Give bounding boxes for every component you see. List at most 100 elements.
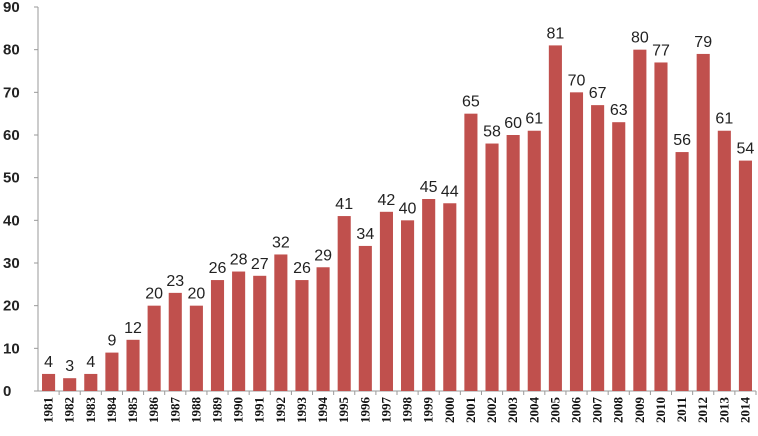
bar — [358, 245, 372, 391]
y-axis: 0 10 20 30 40 50 60 70 80 90 — [3, 0, 39, 400]
data-label: 4 — [44, 354, 53, 371]
data-label: 70 — [568, 72, 586, 89]
bar — [485, 143, 499, 391]
x-tick-label: 2006 — [569, 397, 584, 424]
bar — [379, 211, 393, 391]
x-tick-label: 1994 — [315, 397, 330, 424]
data-label: 80 — [631, 30, 649, 47]
y-tick-label: 90 — [3, 0, 20, 16]
x-tick-label: 2000 — [442, 397, 457, 423]
bar — [675, 152, 689, 391]
x-tick-label: 2007 — [590, 397, 605, 424]
data-label: 61 — [525, 111, 543, 128]
data-label: 42 — [378, 192, 396, 209]
data-label: 20 — [187, 286, 205, 303]
bar — [527, 130, 541, 391]
x-tick-label: 2003 — [505, 397, 520, 424]
bar — [210, 280, 225, 391]
data-label: 56 — [673, 132, 691, 149]
x-tick-label: 2014 — [737, 397, 752, 424]
x-tick-label: 1986 — [146, 397, 161, 424]
x-tick-label: 1985 — [125, 397, 140, 424]
data-label: 12 — [124, 320, 142, 337]
bar — [316, 267, 330, 391]
x-tick-label: 2001 — [463, 397, 478, 423]
x-tick-label: 1982 — [62, 397, 77, 423]
x-tick-label: 2013 — [716, 397, 731, 424]
y-tick-label: 80 — [3, 42, 20, 59]
data-label: 3 — [65, 358, 74, 375]
bar — [422, 199, 436, 391]
x-tick-label: 2009 — [632, 397, 647, 424]
data-label: 28 — [230, 252, 248, 269]
y-tick-label: 40 — [3, 212, 20, 229]
data-label: 26 — [293, 260, 311, 277]
bar — [569, 92, 584, 391]
x-tick-label: 1983 — [83, 397, 98, 424]
bar — [126, 339, 140, 391]
data-label: 29 — [314, 247, 332, 264]
y-tick-label: 60 — [3, 127, 20, 144]
bar — [42, 373, 56, 391]
x-tick-label: 1999 — [421, 397, 436, 424]
bar — [189, 305, 203, 391]
data-label: 20 — [145, 286, 163, 303]
bar — [548, 45, 562, 392]
x-axis: 1981 1982 1983 1984 1985 1986 1987 1988 1989 1990… — [38, 390, 757, 424]
y-tick-label: 30 — [3, 255, 20, 272]
bar — [274, 254, 288, 391]
x-tick-label: 2012 — [695, 397, 710, 423]
bar — [232, 271, 246, 391]
x-tick-label: 1988 — [188, 397, 203, 424]
bar — [63, 378, 77, 391]
bar — [295, 280, 309, 391]
y-tick-label: 10 — [3, 340, 20, 357]
bar — [337, 216, 351, 391]
x-tick-label: 1998 — [400, 397, 415, 424]
data-label: 41 — [335, 196, 353, 213]
bar — [612, 122, 626, 391]
x-tick-label: 1993 — [294, 397, 309, 424]
x-tick-label: 2004 — [526, 397, 541, 424]
bar — [696, 53, 710, 391]
y-tick-label: 70 — [3, 84, 20, 101]
data-label: 54 — [737, 141, 755, 158]
data-label: 45 — [420, 179, 438, 196]
data-label: 79 — [694, 34, 712, 51]
data-label: 4 — [86, 354, 95, 371]
x-tick-label: 1996 — [357, 397, 372, 424]
data-label: 9 — [107, 333, 116, 350]
bar — [84, 373, 98, 391]
bar — [738, 160, 752, 391]
y-tick-label: 0 — [3, 383, 11, 400]
x-tick-label: 1995 — [336, 397, 351, 424]
data-label: 32 — [272, 234, 290, 251]
data-label: 34 — [356, 226, 374, 243]
bar — [401, 220, 415, 391]
bar — [105, 352, 119, 391]
data-label: 58 — [483, 124, 501, 141]
data-label: 27 — [251, 256, 269, 273]
data-label: 23 — [166, 273, 184, 290]
bar — [464, 113, 478, 392]
x-tick-label: 1991 — [252, 397, 267, 423]
x-tick-label: 2011 — [674, 397, 689, 422]
bar — [443, 203, 457, 391]
x-tick-label: 1989 — [210, 397, 225, 424]
bar — [168, 292, 182, 391]
x-tick-label: 1984 — [104, 397, 119, 424]
bar — [633, 49, 647, 392]
data-label: 44 — [441, 183, 459, 200]
bar — [506, 135, 520, 391]
bar — [591, 105, 605, 391]
bar — [654, 62, 668, 391]
x-tick-label: 1987 — [167, 397, 182, 424]
x-tick-label: 2002 — [484, 397, 499, 423]
data-label: 61 — [715, 111, 733, 128]
x-tick-label: 1997 — [378, 397, 393, 424]
data-label: 63 — [610, 102, 628, 119]
data-label: 40 — [399, 200, 417, 217]
bar — [147, 305, 161, 391]
